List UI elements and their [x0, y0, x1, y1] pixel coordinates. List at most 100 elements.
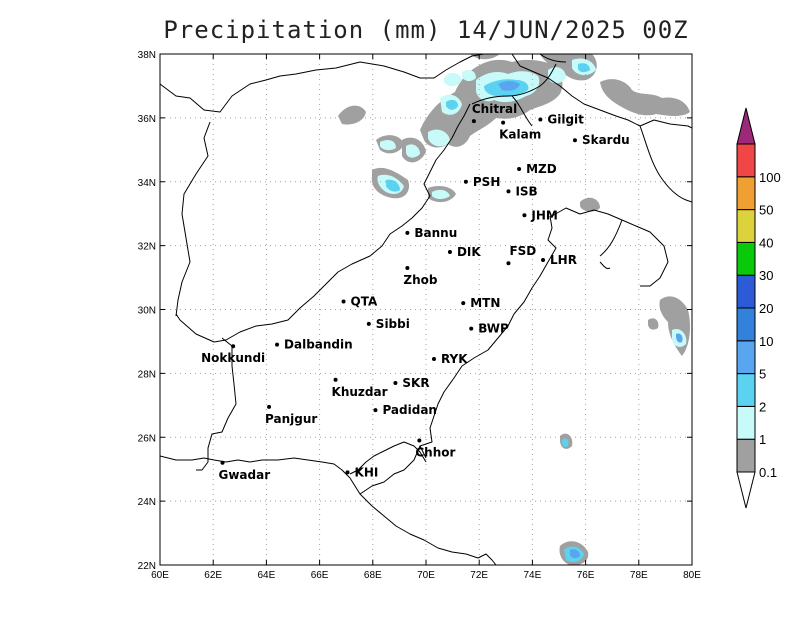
lon-tick-label: 64E: [258, 570, 276, 581]
city-marker: [461, 301, 466, 306]
city-kalam: Kalam: [499, 120, 541, 142]
colorbar-swatch: [736, 274, 756, 309]
colorbar-swatch: [736, 143, 756, 178]
city-panjgur: Panjgur: [265, 404, 317, 426]
city-marker: [506, 189, 511, 194]
colorbar-level-label: 100: [759, 170, 781, 185]
map-title: Precipitation (mm) 14/JUN/2025 00Z: [163, 16, 689, 44]
city-marker: [572, 138, 577, 143]
colorbar-bottom-arrow: [736, 471, 756, 509]
lat-tick-label: 34N: [138, 178, 156, 189]
lon-tick-label: 68E: [364, 570, 382, 581]
city-label: PSH: [473, 175, 500, 189]
city-marker: [220, 460, 225, 465]
lat-tick-label: 22N: [138, 561, 156, 572]
city-dalbandin: Dalbandin: [275, 338, 353, 352]
city-chhor: Chhor: [415, 438, 455, 459]
city-fsd: FSD: [506, 244, 536, 266]
city-khuzdar: Khuzdar: [332, 377, 388, 399]
colorbar-swatch: [736, 438, 756, 473]
city-label: RYK: [441, 352, 468, 366]
city-marker: [405, 230, 410, 235]
city-marker: [393, 380, 398, 385]
city-label: Chhor: [415, 445, 455, 459]
plot-area: Chitral Gilgit Kalam Skardu MZD PSH ISB JHM Bann…: [160, 54, 692, 565]
city-chitral: Chitral: [471, 102, 517, 124]
city-gilgit: Gilgit: [538, 112, 584, 126]
city-gwadar: Gwadar: [219, 460, 271, 482]
city-label: Gilgit: [547, 112, 584, 126]
city-marker: [471, 119, 476, 124]
lat-tick-label: 28N: [138, 369, 156, 380]
city-label: Zhob: [403, 273, 437, 287]
city-marker: [541, 257, 546, 262]
city-label: MZD: [526, 162, 557, 176]
lat-tick-label: 38N: [138, 50, 156, 61]
city-marker: [231, 344, 236, 349]
city-label: Sibbi: [376, 317, 410, 331]
colorbar-level-label: 20: [759, 301, 773, 316]
city-marker: [341, 299, 346, 304]
city-label: ISB: [515, 184, 537, 198]
axes-layer: 60E 62E 64E 66E 68E 70E 72E 74E 76E 78E 80E 22N 24N 2…: [138, 50, 702, 581]
city-isb: ISB: [506, 184, 538, 198]
city-bwp: BWP: [469, 322, 509, 336]
city-mtn: MTN: [461, 296, 500, 310]
city-label: Gwadar: [219, 468, 271, 482]
city-label: KHI: [355, 465, 379, 479]
city-marker: [267, 404, 272, 409]
cities-layer: Chitral Gilgit Kalam Skardu MZD PSH ISB JHM Bann…: [201, 102, 630, 482]
lon-tick-label: 60E: [151, 570, 169, 581]
city-jhm: JHM: [522, 208, 558, 222]
city-marker: [501, 120, 506, 125]
city-padidan: Padidan: [373, 403, 437, 417]
lon-tick-label: 72E: [470, 570, 488, 581]
city-label: Kalam: [499, 128, 541, 142]
lon-tick-label: 74E: [524, 570, 542, 581]
city-label: Chitral: [472, 102, 517, 116]
city-marker: [417, 438, 422, 443]
colorbar-swatch: [736, 209, 756, 243]
colorbar-level-label: 50: [759, 203, 773, 218]
city-lhr: LHR: [541, 253, 577, 267]
colorbar-level-label: 1: [759, 432, 766, 447]
lat-tick-label: 26N: [138, 433, 156, 444]
city-qta: QTA: [341, 295, 378, 309]
precipitation-fields: [338, 54, 690, 565]
city-label: Skardu: [582, 133, 630, 147]
city-dik: DIK: [447, 245, 481, 259]
city-skardu: Skardu: [572, 133, 630, 147]
city-marker: [538, 117, 543, 122]
city-nokkundi: Nokkundi: [201, 344, 265, 365]
grid-lines: [160, 54, 692, 565]
colorbar-level-label: 40: [759, 235, 773, 250]
city-ryk: RYK: [431, 352, 468, 366]
lon-tick-label: 80E: [683, 570, 701, 581]
lat-tick-label: 32N: [138, 242, 156, 253]
city-mzd: MZD: [517, 162, 557, 176]
lon-tick-label: 78E: [630, 570, 648, 581]
colorbar-level-label: 2: [759, 399, 766, 414]
city-label: Panjgur: [265, 412, 317, 426]
city-label: MTN: [470, 296, 500, 310]
colorbar-swatch: [736, 176, 756, 211]
city-psh: PSH: [463, 175, 500, 189]
city-zhob: Zhob: [403, 265, 438, 287]
city-marker: [345, 470, 350, 475]
lon-tick-label: 66E: [311, 570, 329, 581]
city-label: JHM: [530, 208, 557, 222]
city-marker: [373, 408, 378, 413]
lon-tick-label: 76E: [577, 570, 595, 581]
city-label: FSD: [509, 244, 536, 258]
city-label: Nokkundi: [201, 351, 265, 365]
city-label: LHR: [550, 253, 577, 267]
city-khi: KHI: [345, 465, 379, 479]
colorbar-top-arrow: [736, 107, 756, 145]
boundaries: [160, 54, 692, 565]
city-bannu: Bannu: [405, 226, 457, 240]
colorbar-swatch: [736, 307, 756, 342]
colorbar-swatch: [736, 405, 756, 440]
city-label: QTA: [351, 295, 378, 309]
city-marker: [463, 179, 468, 184]
city-marker: [333, 377, 338, 382]
